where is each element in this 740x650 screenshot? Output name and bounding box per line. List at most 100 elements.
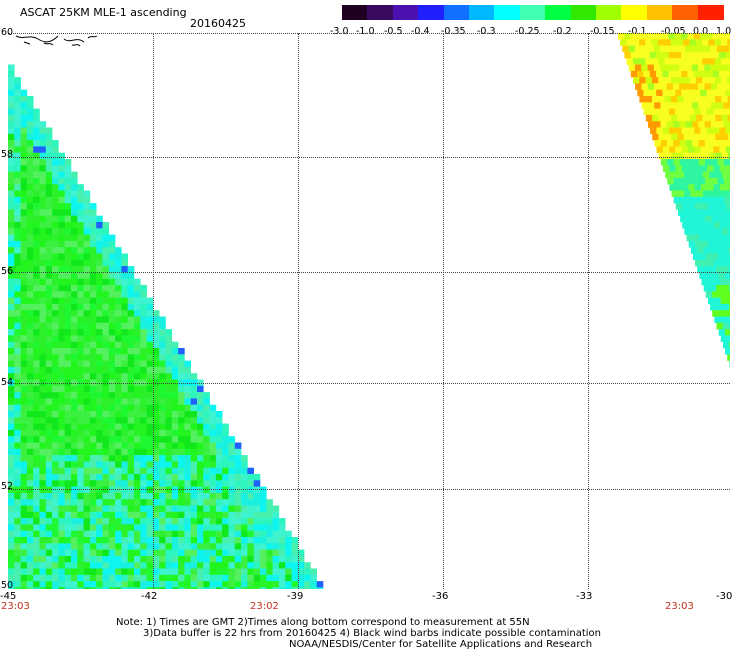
swath-pixel <box>687 51 695 59</box>
swath-pixel <box>686 159 693 166</box>
swath-pixel <box>681 108 689 116</box>
swath-pixel <box>8 89 15 97</box>
swath-pixel <box>8 133 15 141</box>
swath-pixel <box>64 215 72 223</box>
swath-pixel <box>215 562 223 569</box>
swath-pixel <box>89 335 97 342</box>
swath-pixel <box>64 518 72 525</box>
swath-pixel <box>39 316 47 324</box>
swath-pixel <box>222 568 229 576</box>
swath-pixel <box>121 253 128 261</box>
swath-pixel <box>58 259 65 267</box>
swath-pixel <box>83 266 91 273</box>
time-label-middle: 23:02 <box>250 601 279 612</box>
swath-pixel <box>134 303 141 311</box>
swath-pixel <box>45 417 53 424</box>
swath-pixel <box>64 159 72 166</box>
swath-pixel <box>45 266 53 273</box>
swath-pixel <box>96 411 103 418</box>
swath-pixel <box>33 499 40 506</box>
swath-pixel <box>716 285 723 292</box>
swath-pixel <box>89 581 97 588</box>
swath-pixel <box>725 108 730 116</box>
swath-pixel <box>121 518 128 525</box>
swath-pixel <box>89 448 97 456</box>
swath-pixel <box>721 96 728 103</box>
swath-pixel <box>121 379 128 387</box>
swath-pixel <box>26 140 34 147</box>
swath-pixel <box>45 511 53 519</box>
swath-pixel <box>681 127 689 135</box>
swath-pixel <box>14 140 21 147</box>
swath-pixel <box>108 404 116 412</box>
swath-pixel <box>58 310 65 317</box>
swath-pixel <box>14 121 21 128</box>
swath-pixel <box>699 215 706 223</box>
swath-pixel <box>647 45 655 53</box>
swath-pixel <box>726 222 730 229</box>
swath-pixel <box>134 360 141 368</box>
swath-pixel <box>102 411 110 418</box>
swath-pixel <box>89 341 97 349</box>
swath-pixel <box>8 253 15 261</box>
swath-pixel <box>89 297 97 305</box>
swath-pixel <box>165 568 173 576</box>
swath-pixel <box>694 203 702 210</box>
swath-pixel <box>14 253 21 261</box>
swath-pixel <box>52 562 59 569</box>
swath-pixel <box>234 555 242 563</box>
swath-pixel <box>669 184 677 191</box>
swath-pixel <box>77 505 84 513</box>
swath-pixel <box>8 429 15 437</box>
swath-pixel <box>152 411 160 418</box>
swath-pixel <box>178 398 185 405</box>
swath-pixel <box>83 574 91 582</box>
swath-pixel <box>89 499 97 506</box>
swath-pixel <box>165 360 173 368</box>
swath-pixel <box>184 404 191 412</box>
swath-pixel <box>33 234 40 242</box>
swath-pixel <box>716 322 724 330</box>
swath-pixel <box>723 45 730 53</box>
swath-pixel <box>20 341 28 349</box>
colorbar-label: 1.0 <box>716 26 732 37</box>
swath-pixel <box>159 467 166 475</box>
swath-pixel <box>26 266 34 273</box>
swath-pixel <box>190 436 198 443</box>
swath-pixel <box>8 96 15 103</box>
swath-pixel <box>241 537 248 544</box>
swath-pixel <box>77 322 84 330</box>
swath-pixel <box>39 159 47 166</box>
swath-pixel <box>115 524 122 531</box>
swath-pixel <box>140 322 147 330</box>
swath-pixel <box>717 215 725 223</box>
swath-pixel <box>45 184 53 191</box>
swath-pixel <box>203 492 210 500</box>
swath-pixel <box>33 266 40 273</box>
swath-pixel <box>89 524 97 531</box>
swath-pixel <box>716 247 723 254</box>
swath-pixel <box>115 448 122 456</box>
swath-pixel <box>14 297 21 305</box>
swath-pixel <box>693 70 701 78</box>
swath-pixel <box>77 499 84 506</box>
swath-pixel <box>102 240 110 248</box>
swath-pixel <box>127 518 135 525</box>
swath-pixel <box>52 555 59 563</box>
swath-pixel <box>26 385 34 393</box>
swath-pixel <box>64 574 72 582</box>
swath-pixel <box>39 461 47 468</box>
swath-pixel <box>96 341 103 349</box>
swath-pixel <box>45 240 53 248</box>
swath-pixel <box>675 127 682 135</box>
swath-pixel <box>20 543 28 550</box>
swath-pixel <box>26 121 34 128</box>
swath-pixel <box>96 291 103 298</box>
swath-pixel <box>83 203 91 210</box>
map-title: ASCAT 25KM MLE-1 ascending <box>20 6 187 19</box>
swath-pixel <box>8 278 15 286</box>
swath-pixel <box>20 549 28 557</box>
swath-pixel <box>102 436 110 443</box>
swath-pixel <box>8 240 15 248</box>
swath-pixel <box>702 58 709 65</box>
